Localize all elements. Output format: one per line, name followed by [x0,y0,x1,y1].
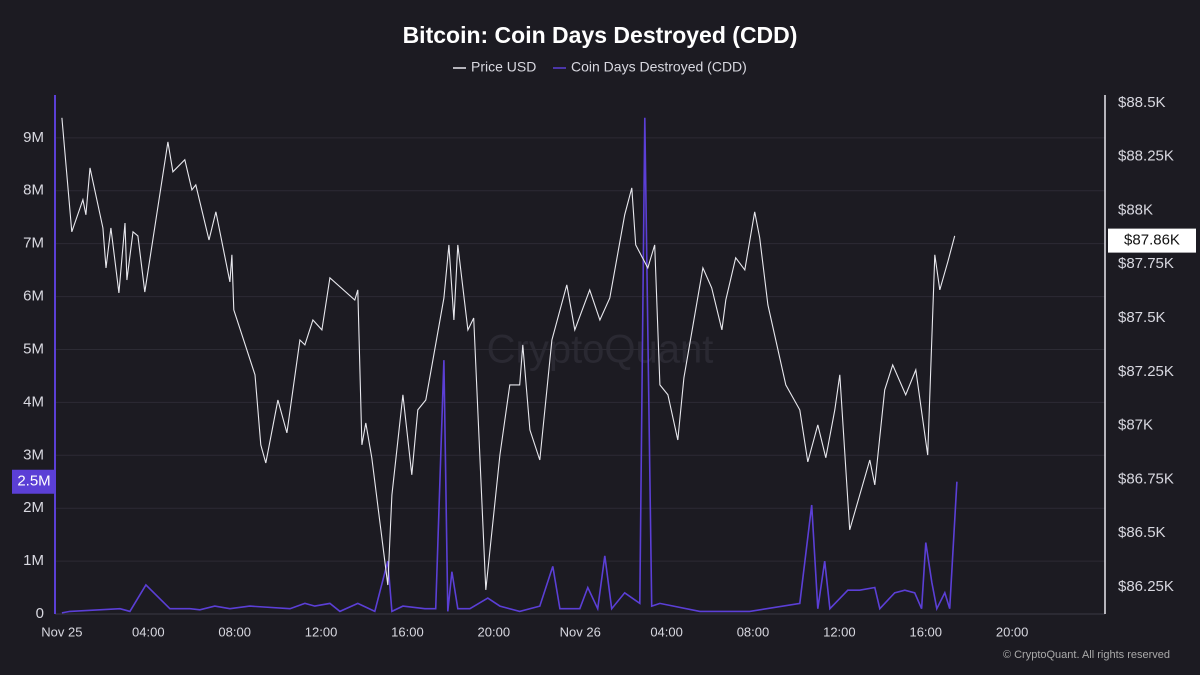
x-tick-label: 20:00 [478,624,511,639]
y2-tick-label: $86.25K [1118,578,1174,595]
y-tick-label: 5M [23,340,44,357]
x-tick-label: 16:00 [909,624,942,639]
x-tick-label: 12:00 [823,624,856,639]
y-tick-label: 8M [23,182,44,199]
x-tick-label: Nov 26 [560,624,601,639]
x-tick-label: 16:00 [391,624,424,639]
y2-tick-label: $87.25K [1118,363,1174,380]
last-price-box [1108,228,1196,253]
chart-title: Bitcoin: Coin Days Destroyed (CDD) [403,22,798,48]
y-tick-label: 6M [23,288,44,305]
y-tick-label: 3M [23,446,44,463]
y-tick-label: 1M [23,552,44,569]
y2-tick-label: $86.75K [1118,470,1174,487]
y-tick-label: 0 [36,605,44,622]
y2-tick-label: $88.5K [1118,94,1166,111]
y-tick-label: 4M [23,393,44,410]
y2-tick-label: $87.75K [1118,255,1174,272]
x-tick-label: 04:00 [650,624,683,639]
y-tick-label: 2M [23,499,44,516]
last-cdd-box [12,469,56,494]
x-tick-label: 20:00 [996,624,1029,639]
x-tick-label: 12:00 [305,624,338,639]
legend-label: Coin Days Destroyed (CDD) [571,59,747,75]
y-tick-label: 7M [23,235,44,252]
last-cdd-label: 2.5M [17,473,50,490]
legend-label: Price USD [471,59,536,75]
y2-tick-label: $88K [1118,201,1153,218]
x-tick-label: 08:00 [737,624,770,639]
x-tick-label: 08:00 [218,624,251,639]
copyright: © CryptoQuant. All rights reserved [1003,649,1170,661]
y-tick-label: 9M [23,129,44,146]
series-line [61,117,958,614]
x-tick-label: 04:00 [132,624,165,639]
y2-tick-label: $86.5K [1118,524,1166,541]
y2-tick-label: $88.25K [1118,148,1174,165]
last-price-label: $87.86K [1124,232,1180,249]
x-tick-label: Nov 25 [41,624,82,639]
series-line [61,117,956,590]
y2-tick-label: $87.5K [1118,309,1166,326]
y2-tick-label: $87K [1118,417,1153,434]
